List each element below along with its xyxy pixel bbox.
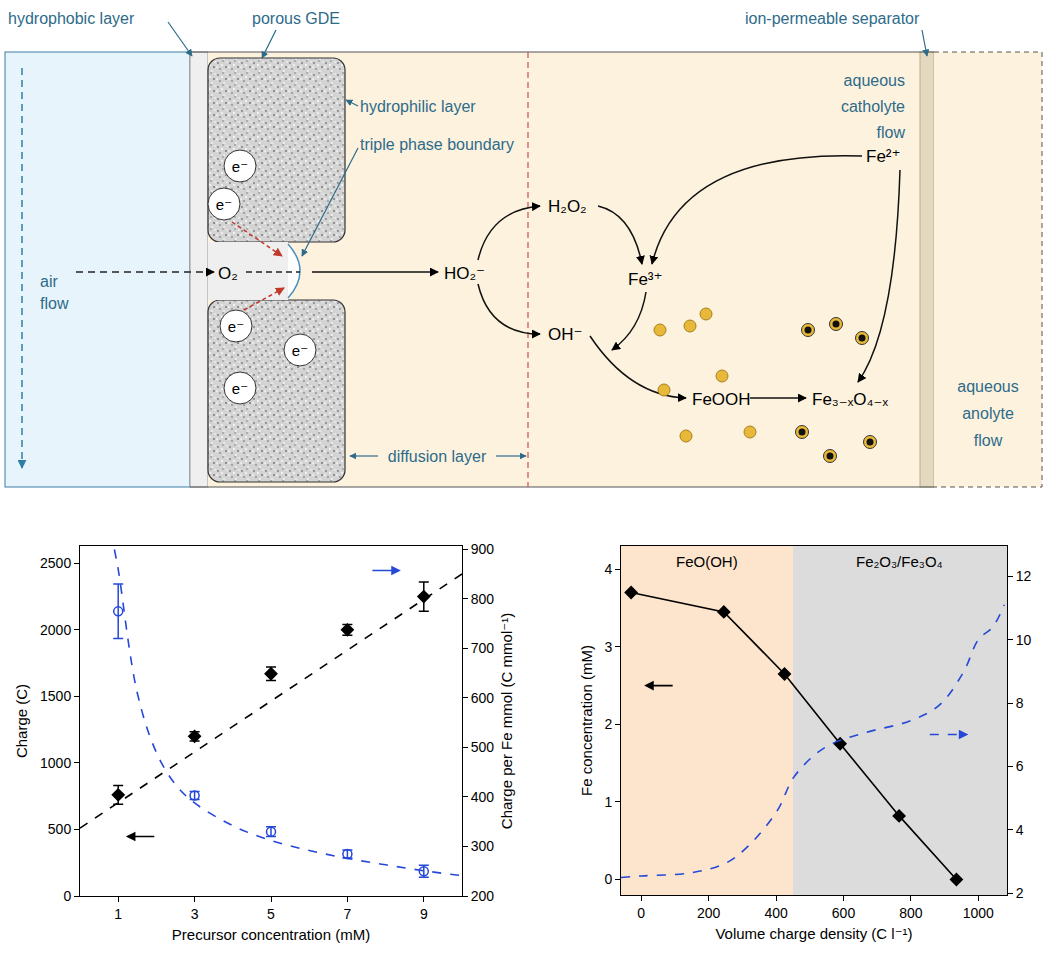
svg-text:hydrophilic layer: hydrophilic layer bbox=[360, 98, 476, 115]
svg-text:H₂O₂: H₂O₂ bbox=[548, 197, 587, 216]
svg-text:catholyte: catholyte bbox=[841, 98, 905, 115]
svg-text:1: 1 bbox=[604, 794, 612, 810]
svg-text:porous GDE: porous GDE bbox=[252, 10, 340, 27]
svg-text:2000: 2000 bbox=[40, 622, 71, 638]
svg-text:triple phase boundary: triple phase boundary bbox=[360, 136, 514, 153]
svg-text:500: 500 bbox=[471, 739, 495, 755]
svg-text:400: 400 bbox=[471, 789, 495, 805]
svg-text:aqueous: aqueous bbox=[957, 378, 1018, 395]
svg-text:Volume charge density (C l⁻¹): Volume charge density (C l⁻¹) bbox=[715, 925, 912, 942]
svg-text:0: 0 bbox=[63, 888, 71, 904]
svg-text:600: 600 bbox=[471, 690, 495, 706]
svg-text:1000: 1000 bbox=[963, 905, 994, 921]
svg-text:1500: 1500 bbox=[40, 688, 71, 704]
svg-text:anolyte: anolyte bbox=[962, 405, 1014, 422]
svg-text:FeOOH: FeOOH bbox=[692, 390, 751, 409]
svg-text:e⁻: e⁻ bbox=[232, 158, 248, 175]
svg-text:400: 400 bbox=[764, 905, 788, 921]
svg-text:3: 3 bbox=[191, 906, 199, 922]
svg-text:aqueous: aqueous bbox=[844, 72, 905, 89]
svg-text:Fe³⁺: Fe³⁺ bbox=[628, 270, 662, 289]
svg-text:2: 2 bbox=[604, 716, 612, 732]
svg-text:6: 6 bbox=[1016, 758, 1024, 774]
svg-text:2: 2 bbox=[1016, 885, 1024, 901]
svg-text:10: 10 bbox=[1016, 632, 1032, 648]
svg-text:700: 700 bbox=[471, 640, 495, 656]
svg-text:1000: 1000 bbox=[40, 755, 71, 771]
svg-text:1: 1 bbox=[114, 906, 122, 922]
svg-text:flow: flow bbox=[877, 124, 906, 141]
svg-text:e⁻: e⁻ bbox=[292, 342, 308, 359]
svg-text:2500: 2500 bbox=[40, 555, 71, 571]
svg-text:600: 600 bbox=[832, 905, 856, 921]
svg-text:0: 0 bbox=[604, 871, 612, 887]
svg-text:Fe₃₋ₓO₄₋ₓ: Fe₃₋ₓO₄₋ₓ bbox=[812, 390, 888, 409]
svg-text:HO₂⁻: HO₂⁻ bbox=[444, 264, 485, 283]
svg-text:5: 5 bbox=[267, 906, 275, 922]
svg-text:8: 8 bbox=[1016, 695, 1024, 711]
svg-text:12: 12 bbox=[1016, 568, 1032, 584]
svg-text:800: 800 bbox=[899, 905, 923, 921]
svg-text:O₂: O₂ bbox=[218, 264, 238, 283]
svg-text:FeO(OH): FeO(OH) bbox=[676, 553, 738, 570]
svg-text:flow: flow bbox=[974, 432, 1003, 449]
svg-text:4: 4 bbox=[604, 561, 612, 577]
svg-text:e⁻: e⁻ bbox=[232, 380, 248, 397]
svg-text:Charge (C): Charge (C) bbox=[13, 684, 30, 758]
svg-text:e⁻: e⁻ bbox=[228, 318, 244, 335]
svg-text:900: 900 bbox=[471, 541, 495, 557]
svg-text:9: 9 bbox=[420, 906, 428, 922]
svg-text:ion-permeable separator: ion-permeable separator bbox=[745, 10, 920, 27]
svg-text:diffusion layer: diffusion layer bbox=[388, 448, 487, 465]
svg-text:3: 3 bbox=[604, 639, 612, 655]
svg-text:0: 0 bbox=[637, 905, 645, 921]
svg-text:Precursor concentration (mM): Precursor concentration (mM) bbox=[172, 926, 370, 943]
svg-text:OH⁻: OH⁻ bbox=[548, 325, 582, 344]
svg-text:500: 500 bbox=[48, 821, 72, 837]
svg-text:air: air bbox=[40, 273, 58, 290]
svg-text:Fe concentration (mM): Fe concentration (mM) bbox=[578, 645, 595, 796]
svg-text:Fe₂O₃/Fe₃O₄: Fe₂O₃/Fe₃O₄ bbox=[856, 553, 943, 570]
svg-text:Charge per Fe mmol (C mmol⁻¹): Charge per Fe mmol (C mmol⁻¹) bbox=[498, 613, 515, 829]
svg-text:7: 7 bbox=[344, 906, 352, 922]
svg-text:800: 800 bbox=[471, 591, 495, 607]
svg-text:e⁻: e⁻ bbox=[216, 196, 232, 213]
svg-text:Fe²⁺: Fe²⁺ bbox=[866, 147, 900, 166]
svg-text:200: 200 bbox=[471, 888, 495, 904]
svg-text:300: 300 bbox=[471, 838, 495, 854]
svg-text:4: 4 bbox=[1016, 822, 1024, 838]
svg-text:hydrophobic layer: hydrophobic layer bbox=[8, 10, 135, 27]
svg-text:flow: flow bbox=[40, 295, 69, 312]
svg-text:200: 200 bbox=[697, 905, 721, 921]
